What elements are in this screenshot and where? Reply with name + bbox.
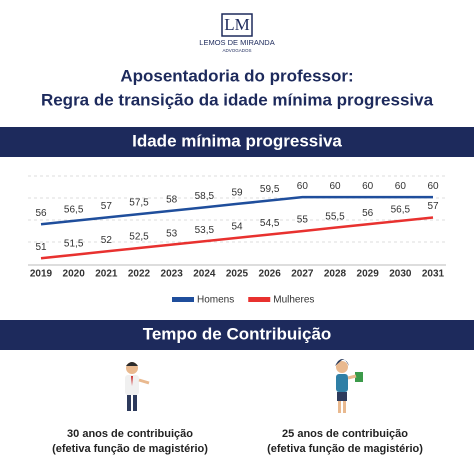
series-line <box>40 195 433 226</box>
legend-swatch <box>172 297 194 302</box>
data-label: 60 <box>427 181 439 192</box>
legend-label: Mulheres <box>273 295 314 306</box>
logo-mark: LM <box>224 15 250 34</box>
x-tick-label: 2019 <box>30 269 53 280</box>
data-label: 58 <box>166 194 178 205</box>
x-tick-label: 2022 <box>128 269 151 280</box>
data-label: 53 <box>166 228 178 239</box>
woman-figure <box>335 359 363 413</box>
brand: LEMOS DE MIRANDA <box>199 38 274 47</box>
x-tick-label: 2023 <box>161 269 184 280</box>
data-label: 60 <box>329 181 341 192</box>
data-label: 57 <box>427 201 439 212</box>
chart-title: Idade mínima progressiva <box>132 131 342 150</box>
data-label: 56,5 <box>64 205 84 216</box>
section-title: Tempo de Contribuição <box>143 324 332 343</box>
x-tick-label: 2021 <box>95 269 118 280</box>
banner <box>0 320 474 350</box>
x-tick-label: 2025 <box>226 269 249 280</box>
data-label: 56,5 <box>391 205 411 216</box>
x-tick-label: 2026 <box>259 269 282 280</box>
x-tick-label: 2028 <box>324 269 347 280</box>
series-line <box>40 216 434 260</box>
data-label: 59 <box>231 188 243 199</box>
contribution-text: 30 anos de contribuição <box>67 428 193 440</box>
data-label: 60 <box>297 181 309 192</box>
banner <box>0 127 474 157</box>
data-label: 58,5 <box>195 191 215 202</box>
contribution-text: 25 anos de contribuição <box>282 428 408 440</box>
data-label: 55,5 <box>325 211 345 222</box>
x-tick-label: 2029 <box>357 269 380 280</box>
data-label: 57 <box>101 201 113 212</box>
x-tick-label: 2027 <box>291 269 314 280</box>
data-label: 54,5 <box>260 218 280 229</box>
data-label: 54 <box>231 221 243 232</box>
data-label: 59,5 <box>260 184 280 195</box>
x-tick-label: 2030 <box>389 269 412 280</box>
contribution-text: (efetiva função de magistério) <box>267 443 423 455</box>
data-label: 55 <box>297 215 309 226</box>
x-tick-label: 2020 <box>63 269 86 280</box>
title-line: Aposentadoria do professor: <box>120 66 353 85</box>
data-label: 56 <box>35 208 47 219</box>
data-label: 52 <box>101 235 113 246</box>
legend-swatch <box>248 297 271 302</box>
data-label: 51,5 <box>64 238 84 249</box>
data-label: 56 <box>362 208 374 219</box>
data-label: 57,5 <box>129 198 149 209</box>
title-line: Regra de transição da idade mínima progr… <box>41 90 434 109</box>
contribution-text: (efetiva função de magistério) <box>52 443 208 455</box>
data-label: 60 <box>362 181 374 192</box>
x-tick-label: 2024 <box>193 269 216 280</box>
x-tick-label: 2031 <box>422 269 445 280</box>
man-figure <box>125 362 150 411</box>
data-label: 53,5 <box>195 225 215 236</box>
logo-box <box>221 13 253 37</box>
brand-sub: ADVOGADOS <box>222 48 251 53</box>
data-label: 60 <box>395 181 407 192</box>
data-label: 51 <box>35 242 47 253</box>
data-label: 52,5 <box>129 232 149 243</box>
legend-label: Homens <box>197 295 234 306</box>
